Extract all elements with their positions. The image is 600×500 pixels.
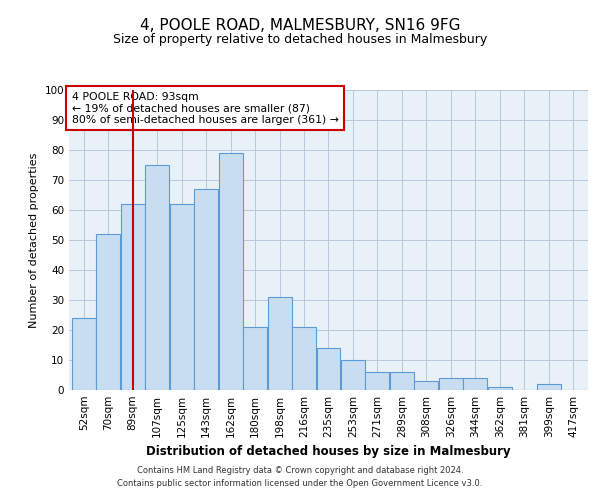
Bar [292,327,316,390]
Bar [243,327,267,390]
Bar [537,384,561,390]
Bar [439,378,463,390]
Bar [218,153,242,390]
Bar [194,189,218,390]
Text: 4, POOLE ROAD, MALMESBURY, SN16 9FG: 4, POOLE ROAD, MALMESBURY, SN16 9FG [140,18,460,32]
Bar [415,381,439,390]
Bar [488,387,512,390]
Text: Size of property relative to detached houses in Malmesbury: Size of property relative to detached ho… [113,32,487,46]
Bar [71,318,95,390]
Text: 4 POOLE ROAD: 93sqm
← 19% of detached houses are smaller (87)
80% of semi-detach: 4 POOLE ROAD: 93sqm ← 19% of detached ho… [71,92,338,124]
Bar [341,360,365,390]
Y-axis label: Number of detached properties: Number of detached properties [29,152,39,328]
Text: Contains HM Land Registry data © Crown copyright and database right 2024.
Contai: Contains HM Land Registry data © Crown c… [118,466,482,487]
X-axis label: Distribution of detached houses by size in Malmesbury: Distribution of detached houses by size … [146,446,511,458]
Bar [96,234,120,390]
Bar [390,372,414,390]
Bar [145,165,169,390]
Bar [365,372,389,390]
Bar [121,204,145,390]
Bar [170,204,194,390]
Bar [317,348,340,390]
Bar [463,378,487,390]
Bar [268,297,292,390]
